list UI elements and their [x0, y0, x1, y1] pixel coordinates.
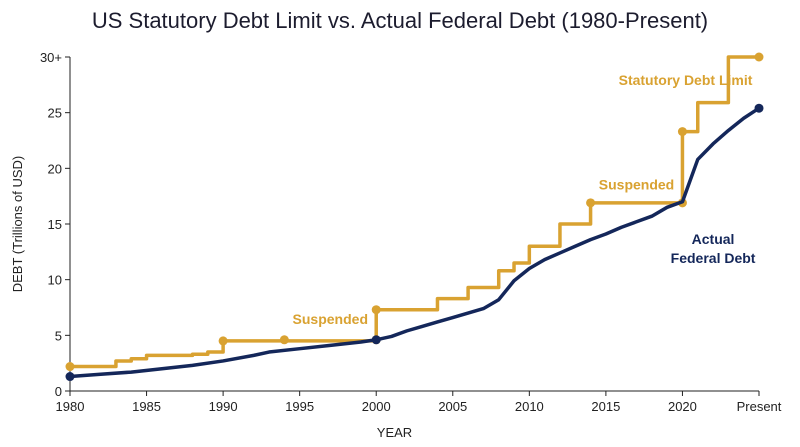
- x-tick-label: 1985: [132, 399, 161, 414]
- data-point-actual-federal-debt: [754, 103, 764, 113]
- data-point-statutory-debt-limit: [371, 305, 381, 315]
- annotation-label: Federal Debt: [671, 250, 756, 266]
- y-tick-label: 15: [48, 217, 62, 232]
- data-point-statutory-debt-limit: [586, 198, 596, 208]
- data-point-statutory-debt-limit: [65, 362, 75, 372]
- data-point-actual-federal-debt: [65, 372, 75, 382]
- x-tick-label: 2015: [591, 399, 620, 414]
- y-tick-label: 20: [48, 161, 62, 176]
- x-tick-label: 2020: [668, 399, 697, 414]
- y-tick-label: 10: [48, 273, 62, 288]
- x-axis-label: YEAR: [377, 425, 412, 440]
- annotation-label: Suspended: [599, 176, 674, 192]
- x-tick-label: 1980: [56, 399, 85, 414]
- x-tick-label: 2010: [515, 399, 544, 414]
- annotation-label: Suspended: [293, 311, 368, 327]
- x-tick-label: 2000: [362, 399, 391, 414]
- series-line-statutory-debt-limit: [68, 55, 761, 369]
- y-tick-label: 0: [55, 384, 62, 399]
- x-tick-label: 1990: [209, 399, 238, 414]
- y-tick-label: 25: [48, 106, 62, 121]
- y-tick-label: 5: [55, 328, 62, 343]
- data-point-statutory-debt-limit: [218, 336, 228, 346]
- y-axis-label: DEBT (Trillions of USD): [10, 156, 25, 293]
- x-tick-label: 2005: [438, 399, 467, 414]
- annotation-label: Statutory Debt Limit: [619, 72, 753, 88]
- x-tick-label: Present: [737, 399, 782, 414]
- data-point-statutory-debt-limit: [754, 52, 764, 62]
- series-line-actual-federal-debt: [68, 106, 761, 379]
- chart-title: US Statutory Debt Limit vs. Actual Feder…: [91, 8, 709, 33]
- data-point-actual-federal-debt: [371, 335, 381, 345]
- data-point-statutory-debt-limit: [677, 127, 687, 137]
- x-tick-label: 1995: [285, 399, 314, 414]
- data-point-statutory-debt-limit: [279, 335, 289, 345]
- annotation-label: Actual: [692, 231, 735, 247]
- y-tick-label: 30+: [40, 50, 62, 65]
